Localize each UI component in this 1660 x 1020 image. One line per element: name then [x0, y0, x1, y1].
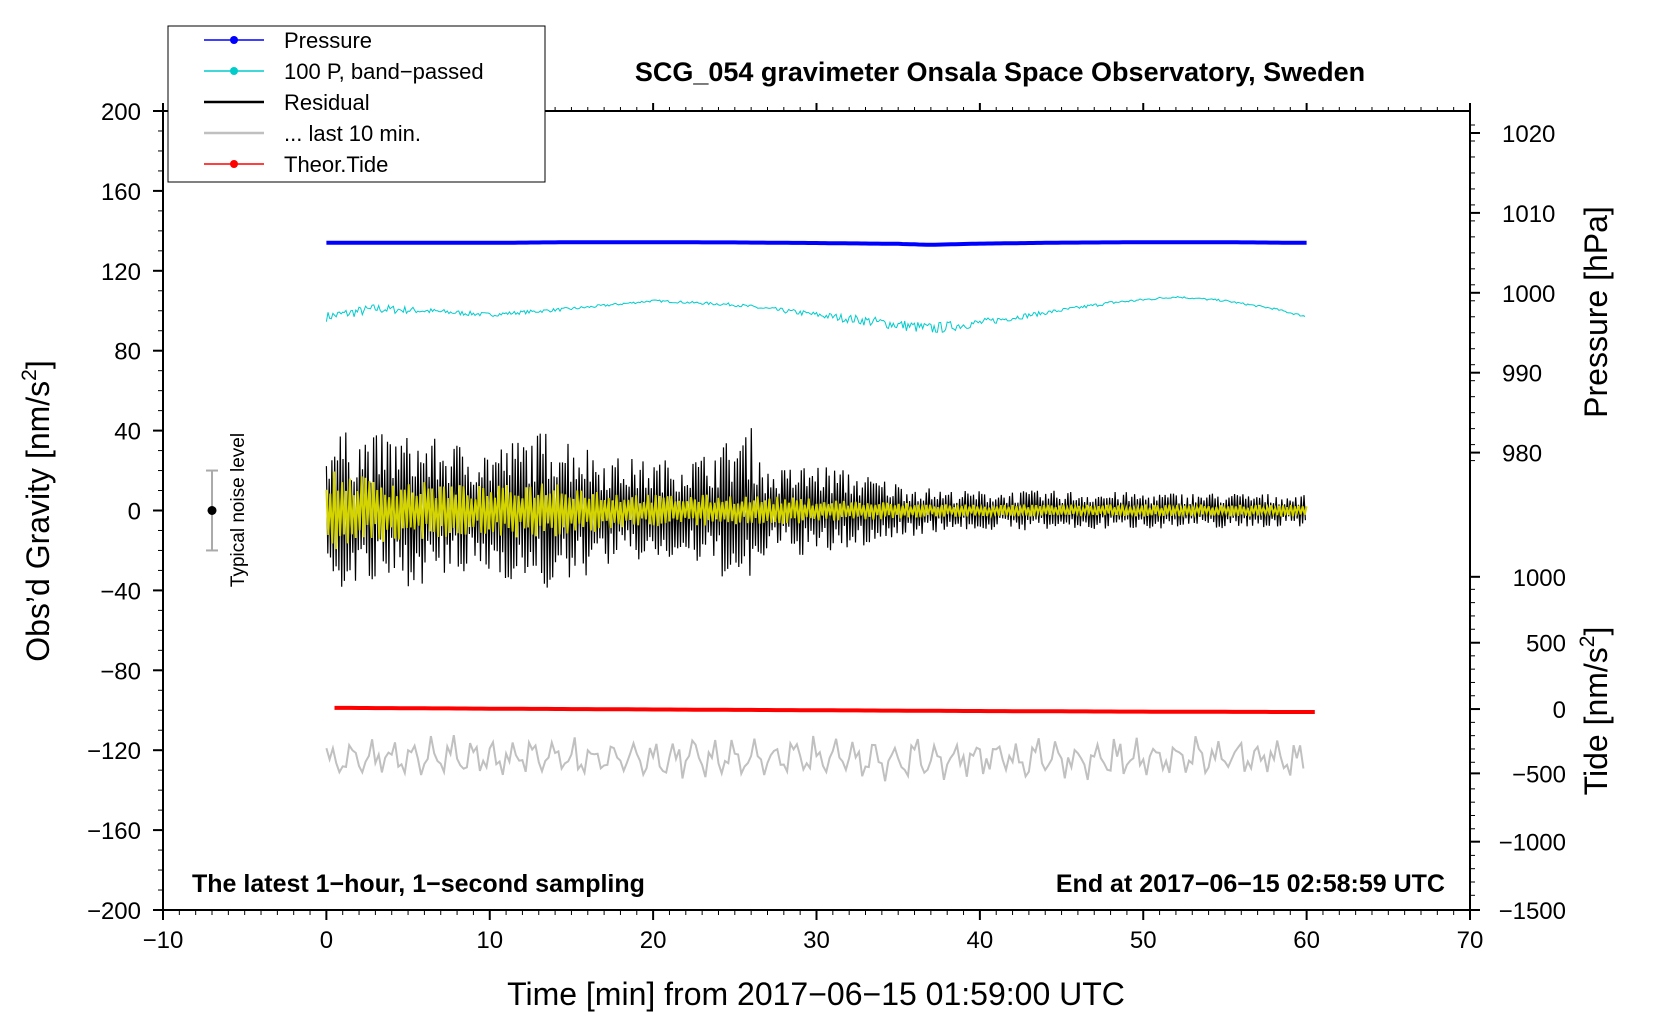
x-tick-label: −10 — [143, 927, 184, 954]
series-pressure-line — [326, 240, 1307, 247]
x-tick-label: 20 — [640, 927, 667, 954]
noise-bar-dot — [207, 506, 217, 515]
x-tick-label: 50 — [1130, 927, 1157, 954]
y-tick-label: 200 — [101, 99, 141, 126]
legend-label: Pressure — [284, 28, 372, 53]
legend-label: ... last 10 min. — [284, 121, 421, 146]
tide-tick-label: −1500 — [1499, 898, 1566, 925]
annotation-sampling: The latest 1−hour, 1−second sampling — [192, 870, 645, 898]
legend-box — [167, 25, 546, 183]
legend-label: 100 P, band−passed — [284, 59, 484, 84]
x-tick-label: 0 — [320, 927, 333, 954]
x-tick-label: 40 — [967, 927, 994, 954]
y-tick-label: 40 — [114, 419, 141, 446]
tide-tick-label: −1000 — [1499, 830, 1566, 857]
legend: Pressure 100 P, band−passed Residual ... la… — [167, 25, 546, 183]
series-tide-line — [334, 705, 1315, 714]
noise-label: Typical noise level — [228, 433, 249, 587]
annotation-end-time: End at 2017−06−15 02:58:59 UTC — [1056, 870, 1445, 898]
y-axis-pressure-title: Pressure [hPa] — [1578, 206, 1614, 418]
x-tick-label: 70 — [1457, 927, 1484, 954]
series-residual-filtered-line — [325, 471, 1308, 550]
y-left-title-main: Obs’d Gravity [nm/s — [20, 381, 56, 662]
legend-label: Theor.Tide — [284, 152, 388, 177]
x-axis: −10 0 10 20 30 40 50 60 70 — [143, 103, 1484, 954]
tide-tick-label: 500 — [1526, 631, 1566, 658]
series-layer — [325, 240, 1315, 782]
y-axis-right-tide: −1500 −1000 −500 0 500 1000 — [1470, 565, 1566, 925]
y-tick-label: 160 — [101, 179, 141, 206]
pressure-tick-label: 980 — [1502, 441, 1542, 468]
tide-tick-label: 1000 — [1513, 565, 1566, 592]
y-tick-label: 0 — [128, 499, 141, 526]
x-tick-label: 30 — [803, 927, 830, 954]
y-axis-right-pressure: 980 990 1000 1010 1020 — [1470, 121, 1555, 468]
noise-bar — [206, 469, 219, 552]
chart-title: SCG_054 gravimeter Onsala Space Observat… — [635, 57, 1365, 87]
series-last10min-line — [325, 735, 1305, 782]
y-tick-label: 80 — [114, 339, 141, 366]
tide-tick-label: 0 — [1553, 697, 1566, 724]
y-axis-left-title: Obs’d Gravity [nm/s2] — [18, 360, 56, 662]
legend-marker — [230, 67, 238, 75]
tide-title-sup: 2 — [1576, 636, 1599, 648]
y-axis-left: −200 −160 −120 −80 −40 0 40 80 120 160 200 — [87, 99, 163, 925]
tide-tick-label: −500 — [1512, 761, 1566, 788]
pressure-tick-label: 1000 — [1502, 281, 1555, 308]
tide-title-main: Tide [nm/s — [1578, 647, 1614, 795]
y-tick-label: −80 — [100, 658, 141, 685]
y-tick-label: −200 — [87, 898, 141, 925]
y-left-title-end: ] — [20, 360, 56, 369]
x-tick-label: 60 — [1293, 927, 1320, 954]
x-tick-label: 10 — [476, 927, 503, 954]
y-tick-label: 120 — [101, 259, 141, 286]
y-tick-label: −120 — [87, 738, 141, 765]
legend-marker — [230, 160, 238, 168]
pressure-tick-label: 990 — [1502, 361, 1542, 388]
x-axis-title: Time [min] from 2017−06−15 01:59:00 UTC — [507, 976, 1125, 1012]
series-bandpassed-line — [325, 296, 1306, 333]
pressure-tick-label: 1010 — [1502, 201, 1555, 228]
y-left-title-sup: 2 — [18, 369, 41, 381]
pressure-tick-label: 1020 — [1502, 121, 1555, 148]
tide-title-end: ] — [1578, 627, 1614, 636]
y-tick-label: −40 — [100, 578, 141, 605]
legend-marker — [230, 36, 238, 44]
y-axis-tide-title: Tide [nm/s2] — [1576, 627, 1614, 796]
y-tick-label: −160 — [87, 818, 141, 845]
legend-label: Residual — [284, 90, 370, 115]
